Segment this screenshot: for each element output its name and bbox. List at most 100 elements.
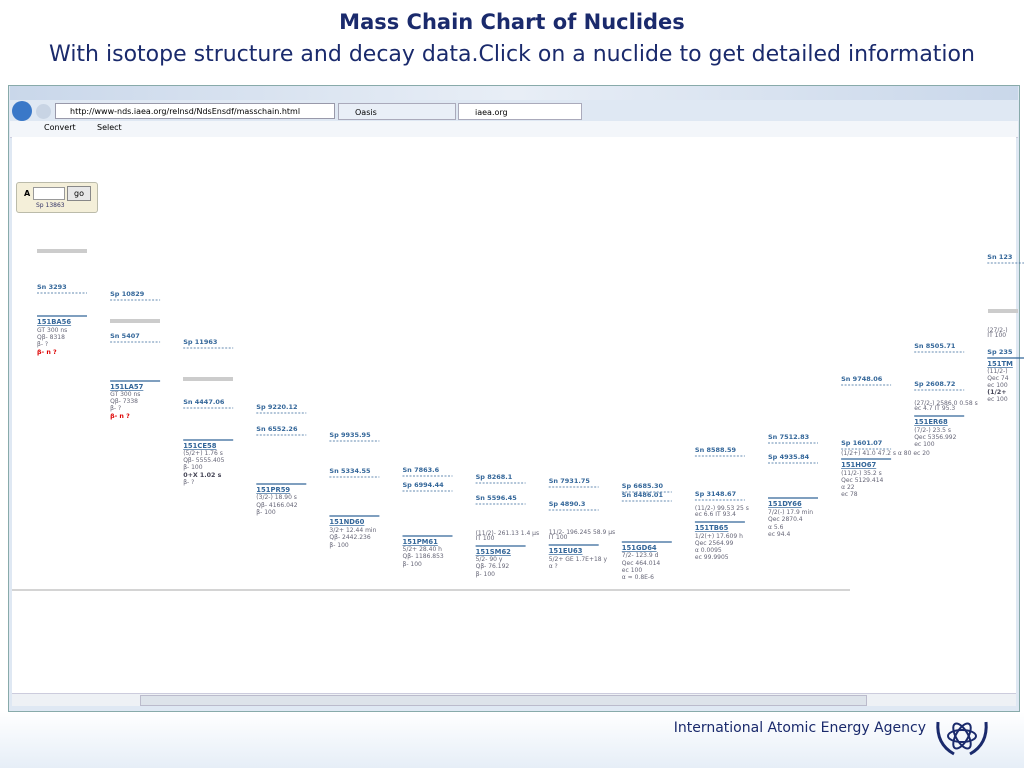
slide-title: Mass Chain Chart of Nuclides xyxy=(339,10,685,34)
separation-energy: Sn 7863.6 xyxy=(403,466,440,474)
nuclide-detail: 3/2+ 12.44 min xyxy=(329,527,376,534)
nuclide-link[interactable]: 151SM62 xyxy=(476,548,512,556)
footer-org: International Atomic Energy Agency xyxy=(673,720,926,736)
tab[interactable]: iaea.org xyxy=(458,103,582,120)
nuclide-link[interactable]: 151DY66 xyxy=(768,500,802,508)
separation-energy: Sn 4447.06 xyxy=(183,398,225,406)
footer: International Atomic Energy Agency xyxy=(0,712,1024,768)
nuclide-detail: α ≈ 0.8E-6 xyxy=(622,574,654,581)
nuclide-link[interactable]: 151ER68 xyxy=(914,418,948,426)
separation-energy: Sn 7931.75 xyxy=(549,477,591,485)
nuclide-link[interactable]: 151EU63 xyxy=(549,547,583,555)
nuclide-detail: ec 94.4 xyxy=(768,531,790,538)
nuclide-link[interactable]: 151GD64 xyxy=(622,544,657,552)
separation-energy: Sn 8505.71 xyxy=(914,342,956,350)
title-bar xyxy=(10,86,1018,100)
nuclide-detail: Qβ- 5555.405 xyxy=(183,457,224,464)
nuclide-detail: Qβ- 7338 xyxy=(110,398,138,405)
toolbar-button[interactable]: Select xyxy=(97,123,122,132)
nuclide-detail: ec 4.7 IT 95.3 xyxy=(914,405,955,412)
nuclide-detail: (5/2+) 1.76 s xyxy=(183,450,223,457)
separation-energy: Sp 9220.12 xyxy=(256,403,297,411)
nuclide-link[interactable]: 151LA57 xyxy=(110,383,144,391)
decay-mode: 0+X 1.02 s xyxy=(183,472,221,479)
separation-energy: Sp 1601.07 xyxy=(841,439,882,447)
nuclide-link[interactable]: 151ND60 xyxy=(329,518,364,526)
nuclide-detail: (27/2-) 2586.0 0.58 s xyxy=(914,400,978,407)
separation-energy: Sn 7512.83 xyxy=(768,433,809,441)
scroll-thumb[interactable] xyxy=(140,695,867,706)
separation-energy: Sp 11963 xyxy=(183,338,217,346)
nuclide-detail: (11/2)- 261.13 1.4 μs xyxy=(476,530,540,537)
nuclide-link[interactable]: 151TB65 xyxy=(695,524,729,532)
nuclide-detail: 7/2(-) 17.9 min xyxy=(768,509,813,516)
page-content xyxy=(12,137,1016,693)
nuclide-detail: GT 300 ns xyxy=(37,327,67,334)
search-input[interactable] xyxy=(33,187,65,200)
placeholder-bar xyxy=(183,377,233,381)
forward-button[interactable] xyxy=(36,104,51,119)
separation-energy: Sn 8486.01 xyxy=(622,491,664,499)
separation-energy: Sp 6685.30 xyxy=(622,482,664,490)
separation-energy: Sn 6552.26 xyxy=(256,425,298,433)
separation-energy: Sn 5334.55 xyxy=(329,467,371,475)
nuclide-detail: ec 6.6 IT 93.4 xyxy=(695,511,736,518)
nuclide-detail: β- 100 xyxy=(256,509,276,516)
nuclide-link[interactable]: 151PR59 xyxy=(256,486,290,494)
nuclide-detail: α ? xyxy=(549,563,558,570)
nuclide-link[interactable]: 151PM61 xyxy=(403,538,439,546)
toolbar-button[interactable]: Convert xyxy=(44,123,76,132)
separation-energy: Sn 5407 xyxy=(110,332,140,340)
separation-energy: Sn 9748.06 xyxy=(841,375,883,383)
nuclide-detail: Qβ- 8318 xyxy=(37,334,65,341)
nuclide-link[interactable]: 151HO67 xyxy=(841,461,876,469)
placeholder-bar xyxy=(37,249,87,253)
nuclide-detail: 5/2+ 28.40 h xyxy=(403,546,443,553)
nuclide-detail: ec 100 xyxy=(914,441,935,448)
nuclide-detail: Qβ- 4166.042 xyxy=(256,502,297,509)
nuclide-detail: (27/2-) xyxy=(987,327,1007,334)
nuclide-detail: Qβ- 2442.236 xyxy=(329,534,370,541)
nuclide-detail: 1/2(+) 17.609 h xyxy=(695,533,743,540)
nuclide-detail: ec 100 xyxy=(987,396,1008,403)
nuclide-detail: α 22 xyxy=(841,484,855,491)
nuclide-link[interactable]: 151CE58 xyxy=(183,442,217,450)
decay-mode: β- n ? xyxy=(37,349,57,356)
nuclide-detail: β- 100 xyxy=(476,571,496,578)
nuclide-detail: Qec 74 xyxy=(987,375,1008,382)
nuclide-detail: Qec 2564.99 xyxy=(695,540,734,547)
iaea-logo xyxy=(936,721,988,756)
scrollbar[interactable] xyxy=(12,693,1016,706)
nuclide-detail: β- 100 xyxy=(183,464,203,471)
nuclide-detail: α 5.6 xyxy=(768,524,784,531)
separation-energy: Sn 3293 xyxy=(37,283,67,291)
nuclide-detail: Qec 2870.4 xyxy=(768,516,803,523)
decay-mode: β- n ? xyxy=(110,413,130,420)
nuclide-detail: Qec 5129.414 xyxy=(841,477,883,484)
nuclide-detail: (7/2-) 23.5 s xyxy=(914,427,951,434)
nuclide-detail: β- ? xyxy=(183,479,194,486)
nuclide-detail: IT 100 xyxy=(549,534,568,541)
nuclide-detail: ec 100 xyxy=(987,382,1008,389)
nuclide-detail: β- 100 xyxy=(403,561,423,568)
tab[interactable]: Oasis xyxy=(338,103,456,120)
nuclide-detail: β- ? xyxy=(37,341,48,348)
back-button[interactable] xyxy=(12,101,32,121)
nuclide-detail: ec 99.9905 xyxy=(695,554,729,561)
nuclide-detail: (1/2+) 41.0 47.2 s α 80 ec 20 xyxy=(841,450,930,457)
separation-energy: Sp 2608.72 xyxy=(914,380,955,388)
address-bar[interactable]: http://www-nds.iaea.org/relnsd/NdsEnsdf/… xyxy=(55,103,335,119)
placeholder-bar xyxy=(110,319,160,323)
nuclide-detail: (11/2-) 35.2 s xyxy=(841,470,882,477)
nuclide-link[interactable]: 151TM xyxy=(987,360,1013,368)
nuclide-detail: IT 100 xyxy=(987,332,1006,339)
nuclide-detail: Qec 464.014 xyxy=(622,560,661,567)
nuclide-link[interactable]: 151BA56 xyxy=(37,318,71,326)
go-button[interactable]: go xyxy=(67,186,91,201)
separation-energy: Sp 6994.44 xyxy=(403,481,445,489)
nuclide-detail: ec 78 xyxy=(841,491,858,498)
search-hint: Sp 13863 xyxy=(36,202,65,209)
nuclide-detail: Qec 5356.992 xyxy=(914,434,956,441)
nuclide-detail: ec 100 xyxy=(622,567,643,574)
